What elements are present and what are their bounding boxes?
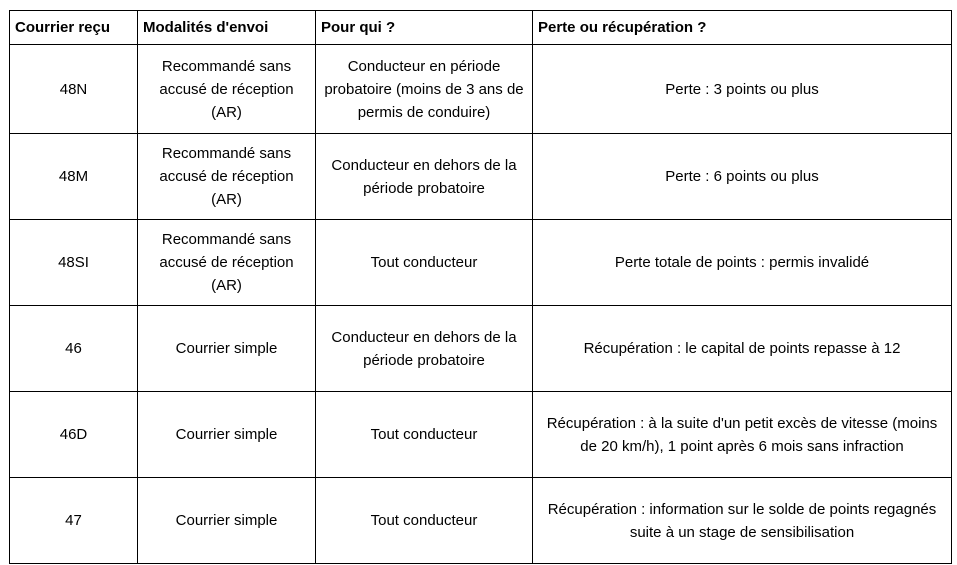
cell-modalite: Courrier simple	[137, 391, 316, 478]
cell-perte-recuperation: Perte totale de points : permis invalidé	[532, 219, 952, 306]
cell-code: 46	[9, 305, 138, 392]
table-row-46: 46 Courrier simple Conducteur en dehors …	[9, 305, 952, 392]
cell-code: 48M	[9, 133, 138, 220]
cell-modalite: Recommandé sans accusé de réception (AR)	[137, 133, 316, 220]
column-header-modalites-envoi: Modalités d'envoi	[137, 10, 316, 45]
courrier-points-table: Courrier reçu Modalités d'envoi Pour qui…	[9, 10, 952, 564]
cell-modalite: Recommandé sans accusé de réception (AR)	[137, 44, 316, 134]
cell-code: 48N	[9, 44, 138, 134]
cell-code: 46D	[9, 391, 138, 478]
cell-pour-qui: Conducteur en dehors de la période proba…	[315, 305, 533, 392]
cell-code: 47	[9, 477, 138, 564]
cell-pour-qui: Conducteur en dehors de la période proba…	[315, 133, 533, 220]
cell-modalite: Recommandé sans accusé de réception (AR)	[137, 219, 316, 306]
cell-perte-recuperation: Perte : 3 points ou plus	[532, 44, 952, 134]
cell-pour-qui: Tout conducteur	[315, 477, 533, 564]
header-row: Courrier reçu Modalités d'envoi Pour qui…	[9, 10, 952, 45]
cell-perte-recuperation: Récupération : information sur le solde …	[532, 477, 952, 564]
column-header-pour-qui: Pour qui ?	[315, 10, 533, 45]
table-row-48si: 48SI Recommandé sans accusé de réception…	[9, 219, 952, 306]
cell-perte-recuperation: Perte : 6 points ou plus	[532, 133, 952, 220]
table-row-48m: 48M Recommandé sans accusé de réception …	[9, 133, 952, 220]
cell-code: 48SI	[9, 219, 138, 306]
table-row-47: 47 Courrier simple Tout conducteur Récup…	[9, 477, 952, 564]
cell-perte-recuperation: Récupération : le capital de points repa…	[532, 305, 952, 392]
cell-pour-qui: Tout conducteur	[315, 391, 533, 478]
cell-perte-recuperation: Récupération : à la suite d'un petit exc…	[532, 391, 952, 478]
table-row-48n: 48N Recommandé sans accusé de réception …	[9, 44, 952, 134]
column-header-perte-recuperation: Perte ou récupération ?	[532, 10, 952, 45]
cell-modalite: Courrier simple	[137, 477, 316, 564]
cell-modalite: Courrier simple	[137, 305, 316, 392]
table-row-46d: 46D Courrier simple Tout conducteur Récu…	[9, 391, 952, 478]
document-table-container: Courrier reçu Modalités d'envoi Pour qui…	[9, 10, 952, 564]
column-header-courrier-recu: Courrier reçu	[9, 10, 138, 45]
cell-pour-qui: Tout conducteur	[315, 219, 533, 306]
cell-pour-qui: Conducteur en période probatoire (moins …	[315, 44, 533, 134]
